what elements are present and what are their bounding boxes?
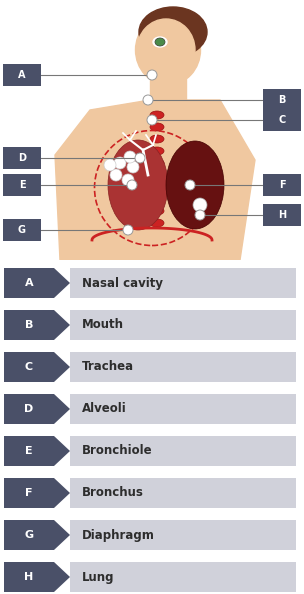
Text: Bronchiole: Bronchiole [82, 444, 153, 457]
Ellipse shape [155, 38, 165, 46]
Circle shape [124, 151, 136, 163]
Text: Lung: Lung [82, 570, 115, 583]
Ellipse shape [139, 7, 207, 57]
Polygon shape [54, 352, 70, 382]
Text: G: G [24, 530, 33, 540]
Circle shape [110, 169, 122, 181]
FancyBboxPatch shape [4, 520, 54, 550]
FancyBboxPatch shape [70, 394, 296, 424]
Ellipse shape [150, 207, 164, 215]
Ellipse shape [150, 111, 164, 119]
FancyBboxPatch shape [4, 436, 54, 466]
Circle shape [127, 161, 139, 173]
Circle shape [127, 180, 137, 190]
FancyBboxPatch shape [70, 352, 296, 382]
FancyBboxPatch shape [150, 75, 186, 100]
Circle shape [143, 95, 153, 105]
Polygon shape [55, 100, 255, 260]
Polygon shape [54, 562, 70, 592]
Circle shape [114, 157, 126, 169]
Circle shape [104, 159, 116, 171]
Ellipse shape [156, 39, 164, 46]
Circle shape [195, 210, 205, 220]
Text: F: F [279, 180, 285, 190]
Ellipse shape [150, 195, 164, 203]
FancyBboxPatch shape [4, 562, 54, 592]
Text: Mouth: Mouth [82, 318, 124, 331]
Ellipse shape [150, 171, 164, 179]
Ellipse shape [153, 37, 167, 47]
FancyBboxPatch shape [263, 109, 301, 131]
FancyBboxPatch shape [3, 147, 41, 169]
Text: D: D [18, 153, 26, 163]
Text: D: D [24, 404, 34, 414]
FancyBboxPatch shape [70, 478, 296, 508]
Circle shape [122, 174, 134, 186]
FancyBboxPatch shape [3, 219, 41, 241]
Circle shape [147, 115, 157, 125]
FancyBboxPatch shape [3, 64, 41, 86]
Polygon shape [54, 310, 70, 340]
Polygon shape [54, 436, 70, 466]
Ellipse shape [108, 140, 168, 230]
FancyBboxPatch shape [263, 89, 301, 111]
FancyBboxPatch shape [70, 436, 296, 466]
Polygon shape [54, 394, 70, 424]
Ellipse shape [150, 219, 164, 227]
Text: C: C [25, 362, 33, 372]
Circle shape [123, 225, 133, 235]
Polygon shape [54, 268, 70, 298]
Text: H: H [24, 572, 34, 582]
Ellipse shape [137, 19, 195, 81]
Text: Nasal cavity: Nasal cavity [82, 276, 163, 289]
Text: B: B [278, 95, 286, 105]
Ellipse shape [150, 123, 164, 131]
Text: B: B [25, 320, 33, 330]
FancyBboxPatch shape [4, 310, 54, 340]
FancyBboxPatch shape [70, 562, 296, 592]
Ellipse shape [166, 141, 224, 229]
Ellipse shape [136, 15, 201, 85]
Text: E: E [25, 446, 33, 456]
FancyBboxPatch shape [4, 394, 54, 424]
FancyBboxPatch shape [263, 174, 301, 196]
Text: Alveoli: Alveoli [82, 403, 127, 415]
FancyBboxPatch shape [4, 268, 54, 298]
Polygon shape [54, 478, 70, 508]
Text: A: A [18, 70, 26, 80]
Ellipse shape [150, 159, 164, 167]
FancyBboxPatch shape [263, 204, 301, 226]
Text: G: G [18, 225, 26, 235]
Polygon shape [54, 520, 70, 550]
FancyBboxPatch shape [70, 520, 296, 550]
Text: Diaphragm: Diaphragm [82, 529, 155, 542]
FancyBboxPatch shape [70, 310, 296, 340]
FancyBboxPatch shape [70, 268, 296, 298]
Text: A: A [25, 278, 33, 288]
Text: Trachea: Trachea [82, 361, 134, 374]
Ellipse shape [150, 183, 164, 191]
Text: Bronchus: Bronchus [82, 486, 144, 500]
Circle shape [185, 180, 195, 190]
FancyBboxPatch shape [3, 174, 41, 196]
Text: E: E [19, 180, 25, 190]
Circle shape [193, 198, 207, 212]
Text: C: C [278, 115, 286, 125]
FancyBboxPatch shape [4, 352, 54, 382]
FancyBboxPatch shape [4, 478, 54, 508]
Ellipse shape [150, 135, 164, 143]
Circle shape [135, 153, 145, 163]
Text: F: F [25, 488, 33, 498]
Circle shape [147, 70, 157, 80]
Text: H: H [278, 210, 286, 220]
Ellipse shape [150, 147, 164, 155]
